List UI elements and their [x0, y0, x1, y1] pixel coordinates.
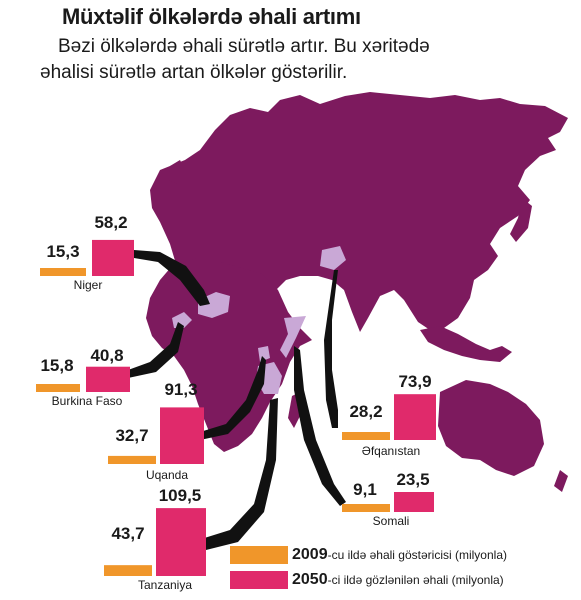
connector-burkina-faso [128, 322, 184, 378]
niger-2009-value: 15,3 [46, 242, 80, 261]
new-zealand-landmass [554, 470, 568, 492]
island-landmass [420, 326, 512, 362]
uganda-2050-value: 91,3 [164, 380, 198, 399]
africa-landmass [146, 258, 312, 452]
tanzania-label: Tanzaniya [137, 578, 193, 592]
burkina-faso-2050-value: 40,8 [90, 346, 124, 365]
afghanistan-2009-value: 28,2 [349, 402, 383, 421]
bar-2009-1 [36, 384, 80, 392]
bar-2050-0 [92, 239, 134, 276]
bar-2009-4 [342, 432, 390, 440]
connector-niger [134, 250, 210, 306]
subtitle-line-2: əhalisi sürətlə artan ölkələr göstərilir… [40, 62, 348, 83]
legend-2050: 2050 -ci ildə gözlənilən əhali (milyonla… [230, 571, 504, 589]
somalia-label: Somali [372, 514, 410, 528]
uk-landmass [168, 160, 186, 184]
bar-2050-1 [86, 366, 130, 392]
uganda-region [258, 346, 270, 362]
bar-2009-3 [104, 565, 152, 576]
connector-tanzania [198, 398, 278, 552]
subtitle-line-1: Bəzi ölkələrdə əhali sürətlə artır. Bu x… [58, 36, 430, 57]
page-title: Müxtəlif ölkələrdə əhali artımı [62, 4, 361, 29]
bar-2009-2 [108, 455, 156, 464]
legend-2009: 2009 -cu ildə əhali göstəricisi (milyonl… [230, 546, 507, 564]
afghanistan-2050-value: 73,9 [398, 372, 432, 391]
legend-2009-swatch [230, 546, 288, 564]
burkina-faso-region [172, 312, 192, 328]
bar-2050-3 [156, 508, 206, 576]
niger-2050-value: 58,2 [94, 213, 128, 232]
bar-2050-2 [160, 407, 204, 464]
bar-2009-5 [342, 504, 390, 512]
legend-2050-text: -ci ildə gözlənilən əhali (milyonla) [327, 573, 504, 587]
bar-2050-4 [394, 394, 436, 440]
legend-2050-year: 2050 [292, 571, 328, 588]
burkina-faso-label: Burkina Faso [51, 394, 123, 408]
niger-label: Niger [73, 278, 103, 292]
japan-landmass [510, 198, 532, 242]
bar-2009-0 [40, 268, 86, 276]
legend-2009-year: 2009 [292, 546, 328, 563]
connector-somalia [294, 346, 346, 506]
australia-landmass [438, 380, 544, 476]
burkina-faso-2009-value: 15,8 [40, 356, 74, 375]
somalia-region [280, 316, 306, 358]
uganda-2009-value: 32,7 [115, 426, 149, 445]
legend-2050-swatch [230, 571, 288, 589]
page-subtitle: Bəzi ölkələrdə əhali sürətlə artır. Bu x… [40, 34, 560, 86]
somalia-2009-value: 9,1 [353, 480, 377, 499]
afghanistan-region [320, 246, 346, 270]
somalia-2050-value: 23,5 [396, 470, 430, 489]
tanzania-2009-value: 43,7 [111, 524, 145, 543]
afghanistan-label: Əfqanıstan [361, 444, 421, 458]
uganda-label: Uqanda [145, 468, 189, 482]
tanzania-2050-value: 109,5 [158, 486, 202, 505]
connector-uganda [200, 356, 266, 440]
bar-2050-5 [394, 492, 434, 512]
legend-2009-text: -cu ildə əhali göstəricisi (milyonla) [327, 548, 507, 562]
connector-afghanistan [324, 270, 338, 428]
